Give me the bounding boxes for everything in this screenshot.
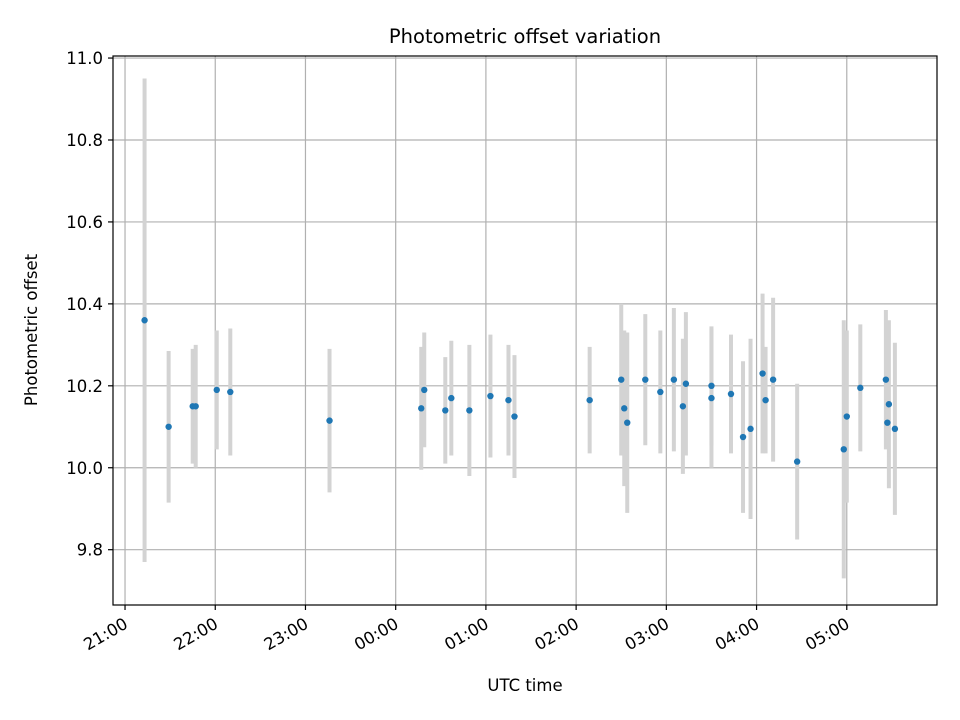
data-point [192,403,199,410]
data-point [487,392,494,400]
data-point [885,401,893,408]
data-point [657,388,664,396]
data-point [682,380,690,387]
data-point [747,425,754,433]
data-points [141,317,899,465]
y-tick-label: 11.0 [66,49,103,68]
y-tick-label: 9.8 [77,541,103,560]
y-tick-label: 10.4 [66,295,103,314]
data-point [642,376,649,383]
data-point [708,394,715,402]
data-point [505,396,512,404]
y-tick-label: 10.2 [66,377,103,396]
data-point [891,425,899,433]
data-point [621,405,628,412]
y-tick-label: 10.0 [66,459,103,478]
plot-frame [112,55,938,606]
data-point [618,376,625,383]
data-point [466,407,473,414]
data-point [326,417,333,424]
data-point [227,388,234,396]
y-tick-label: 10.6 [66,213,103,232]
data-point [759,370,766,377]
data-point [141,317,148,324]
data-point [708,382,715,390]
data-point [511,413,518,420]
data-point [442,407,449,414]
data-point [884,419,891,426]
data-point [769,376,777,383]
data-point [762,396,769,404]
data-point [624,419,631,426]
y-axis-ticks: 9.8 10.0 10.2 10.4 10.6 10.8 11.0 [66,49,113,560]
data-point [679,403,687,410]
y-axis-label: Photometric offset [22,253,41,406]
data-point [213,386,220,394]
gridlines [113,56,937,605]
data-point [843,413,850,420]
y-tick-label: 10.8 [66,131,103,150]
data-point [739,433,747,441]
data-point [586,396,593,404]
data-point [448,394,455,402]
data-point [857,384,864,392]
data-point [727,390,735,398]
data-point [165,423,172,430]
data-point [418,405,425,412]
x-axis-label: UTC time [487,676,562,695]
plot-area [113,56,937,605]
data-point [793,458,801,465]
data-point [840,446,847,453]
data-point [670,376,678,383]
chart-title: Photometric offset variation [389,25,661,48]
data-point [421,386,428,394]
data-point [882,376,890,383]
